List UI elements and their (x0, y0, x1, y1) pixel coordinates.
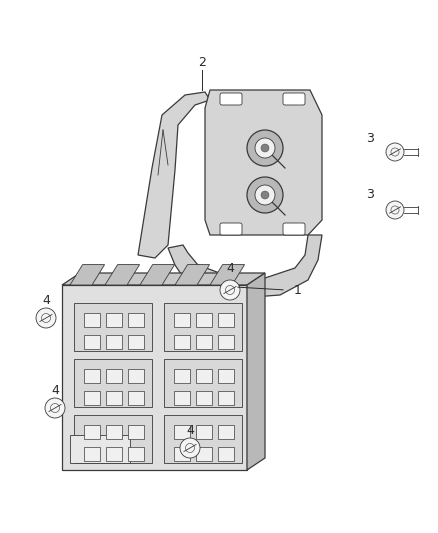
Bar (128, 425, 144, 439)
FancyBboxPatch shape (283, 223, 305, 235)
Bar (106, 313, 122, 327)
Polygon shape (205, 90, 322, 235)
Text: 3: 3 (366, 189, 374, 201)
Circle shape (255, 138, 275, 158)
Text: 3: 3 (366, 132, 374, 144)
Bar (84, 425, 100, 439)
Polygon shape (105, 264, 140, 285)
Bar (128, 369, 144, 383)
Bar (196, 425, 212, 439)
Bar (196, 335, 212, 349)
Circle shape (386, 201, 404, 219)
Bar (128, 313, 144, 327)
Polygon shape (62, 273, 265, 285)
Bar (106, 391, 122, 405)
Bar (106, 447, 122, 461)
Bar (196, 447, 212, 461)
Circle shape (261, 191, 269, 199)
Bar (106, 425, 122, 439)
Bar (164, 359, 242, 407)
Bar (70, 435, 130, 463)
Bar (84, 335, 100, 349)
Circle shape (386, 143, 404, 161)
Polygon shape (210, 264, 244, 285)
Text: 1: 1 (294, 284, 302, 296)
Text: 4: 4 (186, 424, 194, 437)
Bar (174, 447, 190, 461)
Text: 4: 4 (226, 262, 234, 274)
Bar (196, 391, 212, 405)
Circle shape (247, 130, 283, 166)
Polygon shape (140, 264, 175, 285)
Bar (218, 425, 234, 439)
Text: 4: 4 (42, 294, 50, 306)
Bar (196, 313, 212, 327)
Bar (218, 335, 234, 349)
Polygon shape (247, 273, 265, 470)
Polygon shape (62, 285, 247, 470)
Circle shape (220, 280, 240, 300)
Bar (84, 313, 100, 327)
Bar (128, 447, 144, 461)
Bar (196, 369, 212, 383)
Bar (84, 391, 100, 405)
Bar (74, 359, 152, 407)
Bar (218, 369, 234, 383)
Bar (174, 391, 190, 405)
Bar (174, 313, 190, 327)
Bar (174, 369, 190, 383)
Bar (174, 335, 190, 349)
Bar (84, 447, 100, 461)
Circle shape (36, 308, 56, 328)
FancyBboxPatch shape (283, 93, 305, 105)
Bar (74, 415, 152, 463)
Circle shape (45, 398, 65, 418)
Circle shape (180, 438, 200, 458)
Text: 2: 2 (198, 55, 206, 69)
Bar (164, 415, 242, 463)
Bar (106, 335, 122, 349)
Bar (128, 391, 144, 405)
Bar (218, 313, 234, 327)
Circle shape (261, 144, 269, 152)
FancyBboxPatch shape (220, 223, 242, 235)
Bar (128, 335, 144, 349)
Bar (174, 425, 190, 439)
FancyBboxPatch shape (220, 93, 242, 105)
Bar (84, 369, 100, 383)
Bar (164, 303, 242, 351)
Circle shape (247, 177, 283, 213)
Bar (218, 447, 234, 461)
Polygon shape (138, 92, 210, 258)
Polygon shape (175, 264, 210, 285)
Polygon shape (168, 235, 322, 298)
Bar (218, 391, 234, 405)
Bar (106, 369, 122, 383)
Polygon shape (70, 264, 105, 285)
Circle shape (255, 185, 275, 205)
Bar (74, 303, 152, 351)
Text: 4: 4 (51, 384, 59, 397)
